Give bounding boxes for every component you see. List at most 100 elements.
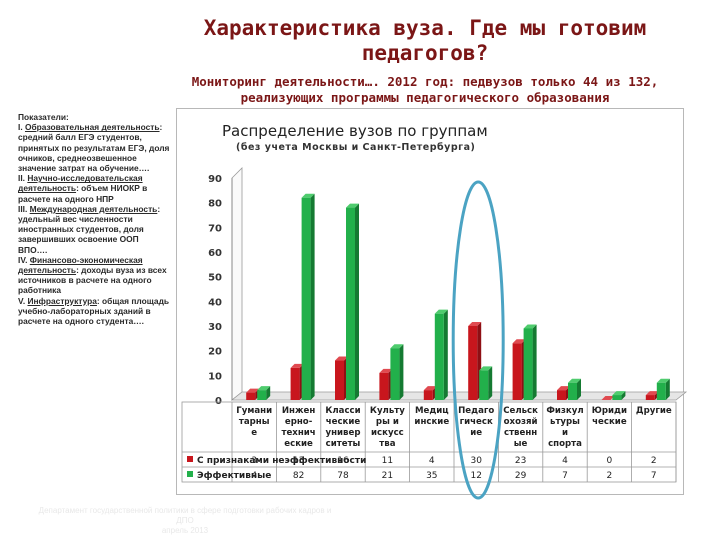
indicator-heading: Финансово-экономическая деятельность [18,254,143,276]
footer-note: Департамент государственной политики в с… [30,506,340,536]
indicator-description: : объем НИОКР в расчете на одного НПР [18,183,148,204]
bar-top [335,356,348,361]
data-value: 21 [382,471,393,481]
category-label: ьтуры [550,417,580,427]
category-label: спорта [548,439,582,449]
category-label: еские [284,439,313,449]
indicator-heading: Образовательная деятельность [24,122,160,133]
indicator-4: IV. Финансово-экономическая деятельность… [18,255,170,296]
category-label: гическ [460,417,493,427]
y-tick-label: 60 [208,248,222,259]
bar-side [621,391,626,400]
category-label: Юриди [592,406,627,416]
bar-top [246,388,260,393]
legend-swatch [187,456,193,462]
indicator-prefix: IV. [18,254,30,265]
category-label: Другие [636,406,672,416]
bar-effective [523,328,533,400]
bar-effective [656,382,666,400]
y-tick-label: 90 [208,174,222,185]
y-tick-label: 10 [208,371,222,382]
category-label: Инжен [282,406,316,416]
category-label: охозяй [504,417,538,427]
indicator-3: III. Международная деятельность: удельны… [18,204,170,255]
data-value: 2 [651,456,657,466]
highlight-ellipse [451,180,505,500]
data-value: 13 [293,456,304,466]
bar-top [523,324,537,329]
category-label: инские [414,417,449,427]
indicator-1: I. Образовательная деятельность: средний… [18,122,170,173]
category-label: ые [514,439,528,449]
chart-subtitle: (без учета Москвы и Санкт-Петербурга) [236,142,475,153]
slide-title-line2: педагогов? [361,41,489,65]
indicator-prefix: Показатели: [18,112,69,122]
category-label: искусс [371,428,404,438]
indicator-heading: Научно-исследовательская деятельность [18,173,143,194]
data-value: 2 [607,471,613,481]
data-value: 78 [337,471,349,481]
bar-top [346,203,359,208]
data-value: 3 [251,456,257,466]
indicator-heading: Международная деятельность [29,203,158,214]
indicators-panel: Показатели: I. Образовательная деятельнос… [18,112,170,326]
slide-subtitle-line2: реализующих программы педагогического об… [240,90,610,105]
indicator-description: : доходы вуза из всех источников в расче… [18,265,167,296]
indicator-description: : общая площадь учебно-лабораторных здан… [18,295,170,327]
y-tick-label: 80 [208,199,222,210]
bar-top [568,378,581,383]
bar-side [443,309,448,400]
bar-effective [568,382,577,400]
bar-top [612,391,626,396]
bar-top [557,386,570,391]
bar-top [656,378,670,383]
indicator-prefix: V. [18,295,28,306]
data-value: 30 [470,456,482,466]
bar-top [601,396,615,400]
chart-side-wall [231,167,243,401]
legend-label: С признаками неэффективности [197,456,366,466]
data-value: 16 [337,456,349,466]
bar-top [479,366,493,371]
bar-ineffective [557,390,566,400]
category-label: тарны [239,417,270,427]
bar-effective [479,370,489,400]
category-label: ческие [326,417,361,427]
indicator-prefix: II. [18,173,28,184]
legend-swatch [187,471,193,477]
indicator-2: II. Научно-исследовательская деятельност… [18,173,170,204]
bar-ineffective [246,392,256,400]
data-value: 23 [515,456,526,466]
bar-top [645,391,659,396]
indicator-heading: Инфраструктура [27,295,97,306]
y-tick-label: 30 [208,322,222,333]
y-tick-label: 70 [208,223,222,234]
category-label: универ [326,428,361,438]
category-label: тва [379,439,395,449]
bar-ineffective [335,360,344,400]
slide-subtitle-line1: Мониторинг деятельности…. 2012 год: педв… [191,74,659,89]
bar-effective [257,390,267,400]
bar-side [532,324,537,400]
indicator-description: : удельный вес численности иностранных с… [18,203,161,255]
indicator-0: Показатели: [18,112,170,122]
bar-ineffective [423,390,433,400]
legend-label: Эффективные [197,471,271,481]
data-value: 0 [607,456,613,466]
data-value: 11 [382,456,393,466]
bar-effective [301,197,311,400]
category-label: ческие [592,417,627,427]
data-value: 82 [293,471,304,481]
bar-ineffective [379,372,389,400]
category-label: Медиц [415,406,449,416]
category-label: ственн [504,428,537,438]
slide-title: Характеристика вуза. Где мы готовим педа… [130,16,720,66]
category-label: технич [281,428,315,438]
category-label: ие [470,428,482,438]
bar-top [379,368,393,373]
bar-side [577,378,581,400]
category-label: Физкул [546,406,583,416]
footer-line1: Департамент государственной политики в с… [38,506,332,525]
data-value: 4 [251,471,257,481]
